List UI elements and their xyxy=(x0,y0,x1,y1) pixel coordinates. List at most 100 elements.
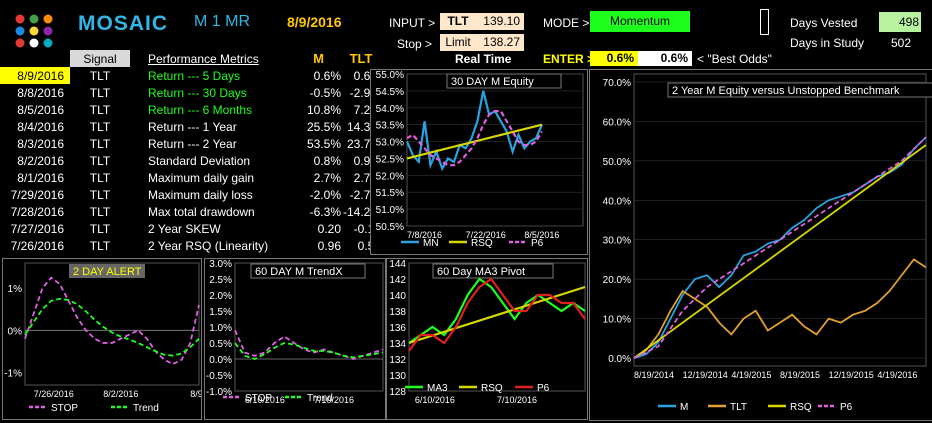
table-row[interactable]: 8/2/2016 TLT Standard Deviation 0.8% 0.9% xyxy=(0,152,381,169)
table-row[interactable]: 7/27/2016 TLT 2 Year SKEW 0.20 -0.13 xyxy=(0,220,381,237)
row-metric-name: 2 Year SKEW xyxy=(148,221,221,236)
limit-field[interactable]: Limit 138.27 xyxy=(440,34,524,51)
y-tick-label: 0.5% xyxy=(209,339,232,350)
days-study-label: Days in Study xyxy=(790,36,865,50)
logo-dot xyxy=(15,38,25,48)
series-line-stop xyxy=(24,276,200,365)
input-field[interactable]: TLT 139.10 xyxy=(440,13,524,30)
x-tick-label: 7/22/2016 xyxy=(466,230,506,240)
table-row[interactable]: 8/1/2016 TLT Maximum daily gain 2.7% 2.7% xyxy=(0,169,381,186)
row-date: 7/29/2016 xyxy=(10,187,64,202)
x-tick-label: 4/19/2015 xyxy=(731,370,771,380)
y-tick-label: 52.5% xyxy=(376,154,404,165)
row-date: 8/2/2016 xyxy=(17,153,64,168)
strategy-subtitle: M 1 MR xyxy=(194,13,250,30)
x-tick-label: 12/19/2015 xyxy=(829,370,874,380)
row-metric-name: Return --- 2 Year xyxy=(148,136,237,151)
logo-dot xyxy=(43,14,53,24)
table-row[interactable]: 7/28/2016 TLT Max total drawdown -6.3% -14.2… xyxy=(0,203,381,220)
row-m-value: 0.6% xyxy=(313,68,341,83)
series-line-p6 xyxy=(406,110,543,167)
y-tick-label: 3.0% xyxy=(209,259,232,270)
row-signal: TLT xyxy=(89,170,111,185)
table-row[interactable]: 8/9/2016 TLT Return --- 5 Days 0.6% 0.6% xyxy=(0,67,381,84)
legend-label: RSQ xyxy=(481,383,503,394)
m-header: M xyxy=(313,51,324,66)
tlt-header: TLT xyxy=(349,51,373,66)
y-tick-label: 55.0% xyxy=(376,70,404,81)
y-tick-label: 10.0% xyxy=(603,315,631,326)
legend-label: P6 xyxy=(840,402,853,413)
x-tick-label: 6/10/2016 xyxy=(415,395,455,405)
logo-dot xyxy=(43,38,53,48)
odds-value: 0.6% xyxy=(638,51,692,66)
row-date: 8/5/2016 xyxy=(17,102,64,117)
row-date: 8/3/2016 xyxy=(17,136,64,151)
chart-title: 30 DAY M Equity xyxy=(451,76,534,88)
metrics-table: Signal Performance Metrics M TLT 8/9/201… xyxy=(0,50,381,254)
y-tick-label: 144 xyxy=(389,259,406,270)
odds-label: < "Best Odds" xyxy=(697,52,772,66)
legend-label: RSQ xyxy=(790,402,812,413)
logo-dot xyxy=(29,14,39,24)
toggle-switch[interactable] xyxy=(760,9,769,35)
y-tick-label: 1.5% xyxy=(209,307,232,318)
row-metric-name: Return --- 1 Year xyxy=(148,119,237,134)
realtime-label: Real Time xyxy=(455,52,512,66)
legend-label: MA3 xyxy=(427,383,448,394)
metrics-header: Performance Metrics xyxy=(148,51,259,66)
x-tick-label: 8/2/2016 xyxy=(103,389,138,399)
trendx60-panel: 3.0% 2.5% 2.0% 1.5% 1.0% 0.5% 0.0% -0.5% -1.0% 6/… xyxy=(204,258,386,420)
table-row[interactable]: 8/8/2016 TLT Return --- 30 Days -0.5% -2.9% xyxy=(0,84,381,101)
y-tick-label: 20.0% xyxy=(603,275,631,286)
chart-title: 2 Year M Equity versus Unstopped Benchma… xyxy=(672,85,900,97)
row-metric-name: Maximum daily loss xyxy=(148,187,253,202)
equity2y-panel: 70.0% 60.0% 50.0% 40.0% 30.0% 20.0% 10.0% 0.0% 8… xyxy=(589,69,932,421)
row-date: 8/1/2016 xyxy=(17,170,64,185)
table-row[interactable]: 7/29/2016 TLT Maximum daily loss -2.0% -2.7% xyxy=(0,186,381,203)
y-tick-label: -1% xyxy=(4,368,22,379)
y-tick-label: 132 xyxy=(389,355,406,366)
x-tick-label: 12/19/2014 xyxy=(683,370,728,380)
row-date: 7/26/2016 xyxy=(10,238,64,253)
days-vested-value: 498 xyxy=(879,12,921,32)
y-tick-label: 136 xyxy=(389,323,406,334)
y-tick-label: 51.5% xyxy=(376,188,404,199)
row-m-value: -6.3% xyxy=(309,204,341,219)
row-signal: TLT xyxy=(89,221,111,236)
row-m-value: 2.7% xyxy=(313,170,341,185)
row-date: 7/28/2016 xyxy=(10,204,64,219)
mode-select[interactable]: Momentum xyxy=(590,11,690,32)
mode-label: MODE > xyxy=(543,16,590,30)
chart-title: 2 DAY ALERT xyxy=(73,266,142,278)
table-row[interactable]: 8/4/2016 TLT Return --- 1 Year 25.5% 14.3% xyxy=(0,118,381,135)
y-tick-label: 50.0% xyxy=(603,157,631,168)
plot-area xyxy=(234,262,384,392)
limit-label: Limit xyxy=(445,35,471,49)
row-m-value: 0.96 xyxy=(317,238,341,253)
y-tick-label: 128 xyxy=(389,387,406,398)
y-tick-label: 60.0% xyxy=(603,117,631,128)
logo-dot xyxy=(29,26,39,36)
x-tick-label: 8/19/2014 xyxy=(634,370,674,380)
series-line-stop xyxy=(234,329,384,360)
row-metric-name: 2 Year RSQ (Linearity) xyxy=(148,238,269,253)
legend-label: MN xyxy=(423,238,439,249)
x-tick-label: 7/10/2016 xyxy=(314,395,354,405)
y-tick-label: 50.5% xyxy=(376,222,404,233)
enter-input[interactable]: 0.6% xyxy=(590,51,638,66)
row-signal: TLT xyxy=(89,153,111,168)
row-metric-name: Max total drawdown xyxy=(148,204,255,219)
table-row[interactable]: 8/5/2016 TLT Return --- 6 Months 10.8% 7.2% xyxy=(0,101,381,118)
y-tick-label: -1.0% xyxy=(206,387,232,398)
row-date: 8/8/2016 xyxy=(17,85,64,100)
y-tick-label: 138 xyxy=(389,307,406,318)
y-tick-label: 54.5% xyxy=(376,87,404,98)
y-tick-label: 52.0% xyxy=(376,171,404,182)
table-row[interactable]: 8/3/2016 TLT Return --- 2 Year 53.5% 23.7% xyxy=(0,135,381,152)
plot-area xyxy=(408,262,586,392)
input-symbol: TLT xyxy=(447,14,469,28)
row-metric-name: Maximum daily gain xyxy=(148,170,255,185)
stop-label: Stop > xyxy=(397,37,433,51)
